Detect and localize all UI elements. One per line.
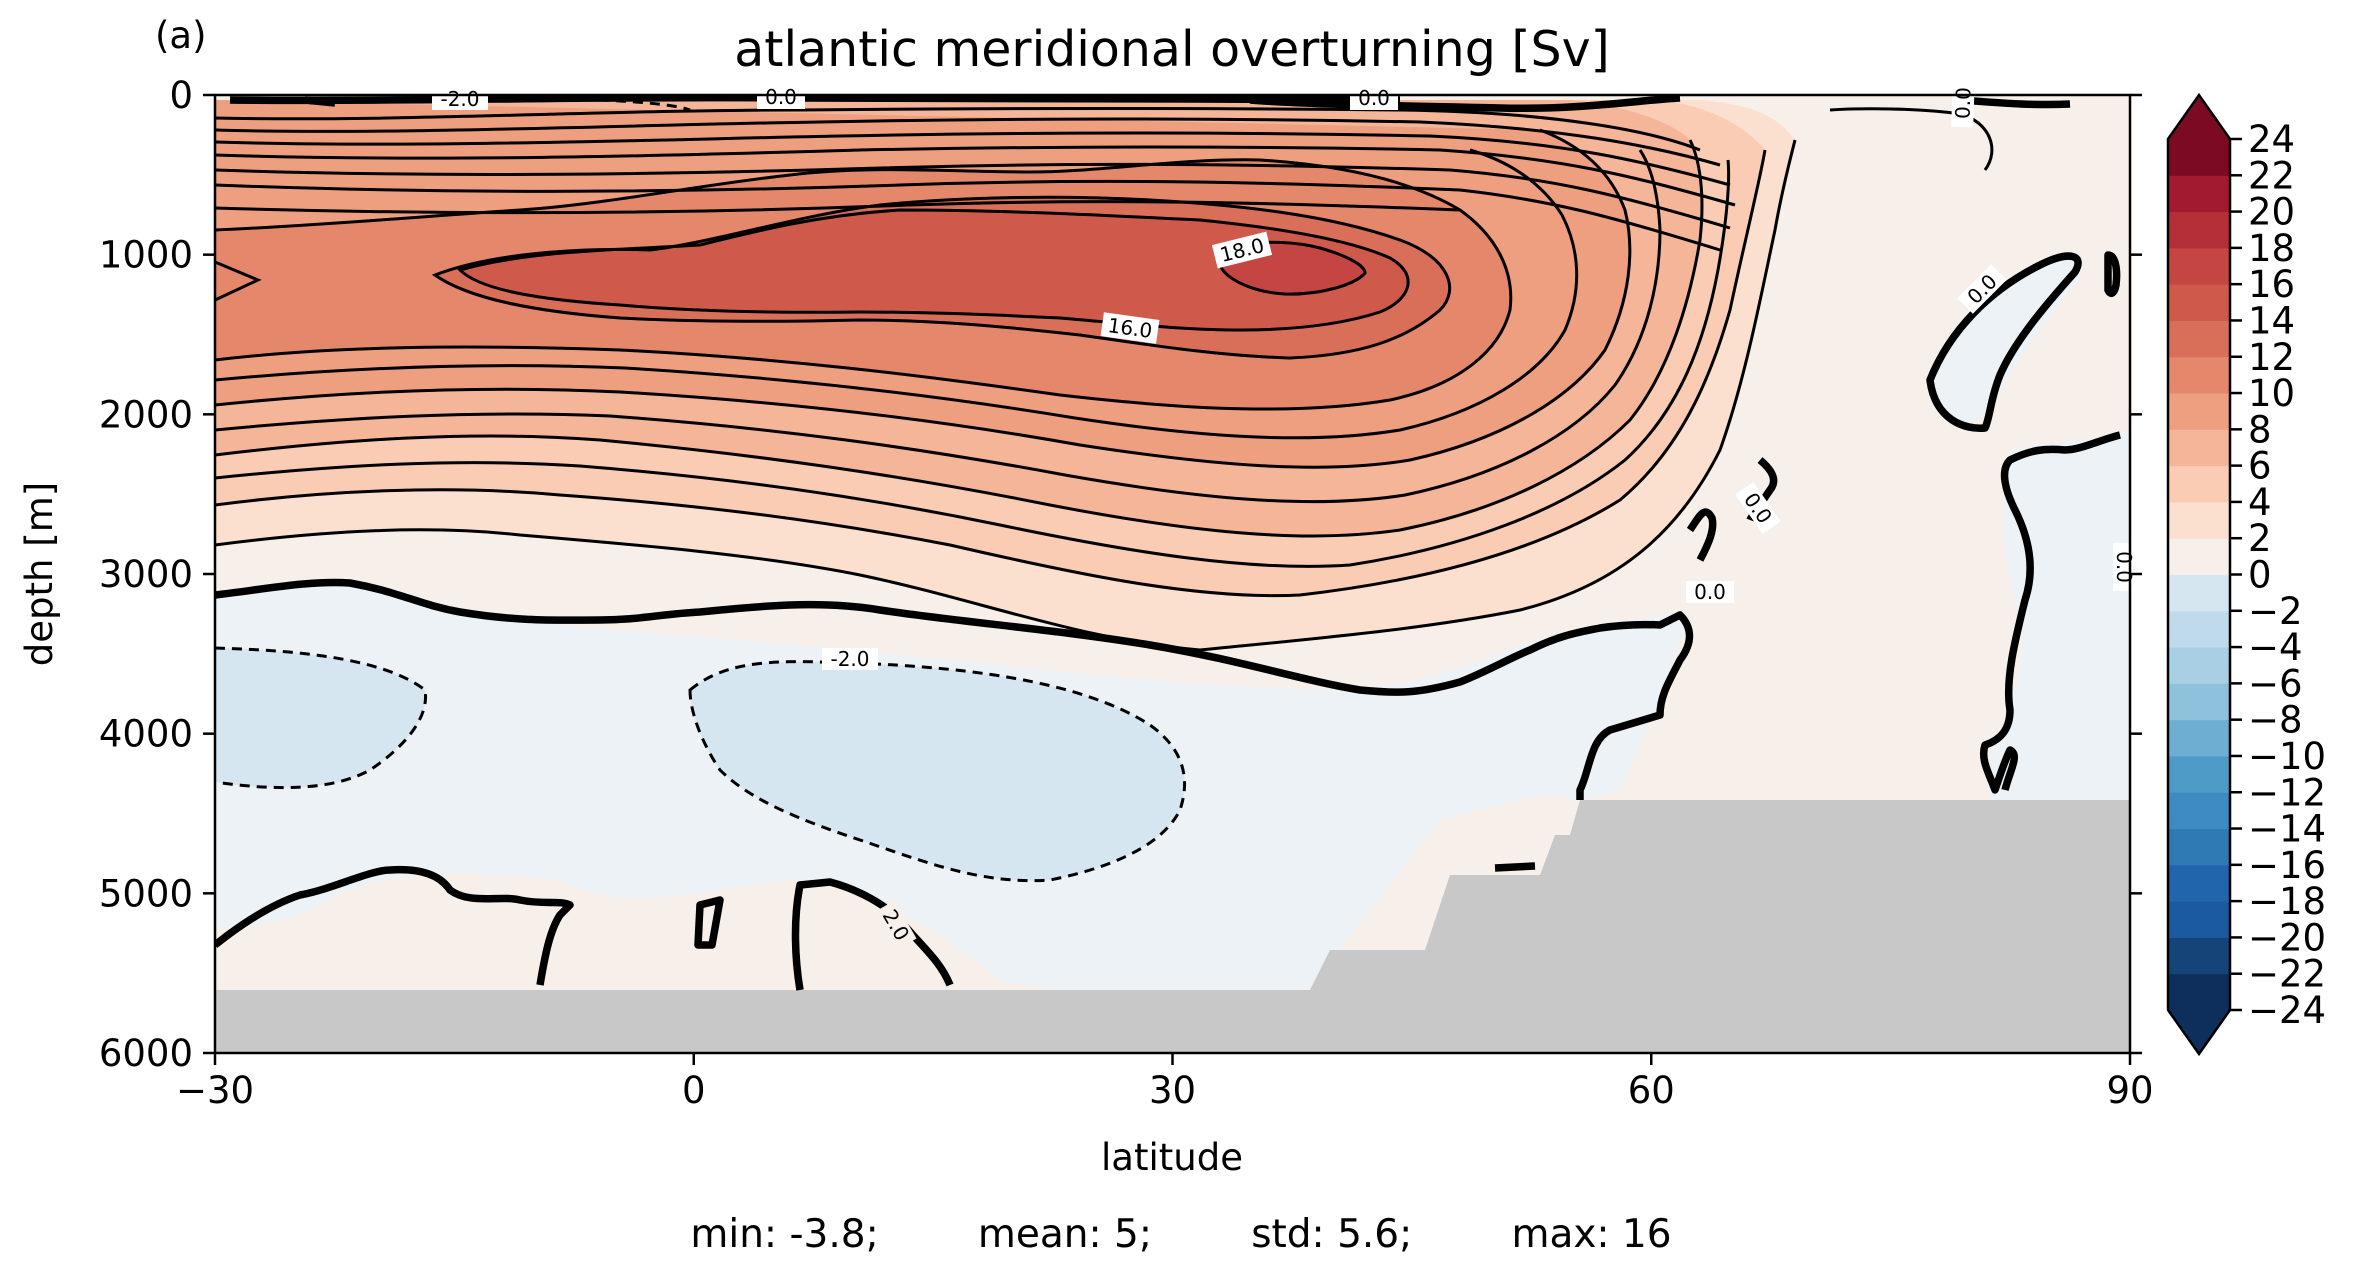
x-tick-label: −30 [176,1069,254,1112]
fill-band-16 [460,210,1409,330]
chart-title: atlantic meridional overturning [Sv] [734,21,1609,78]
colorbar-tick-label: 8 [2248,408,2272,451]
y-tick-label: 4000 [99,713,193,756]
colorbar-tick-label: 2 [2248,517,2272,560]
svg-text:-2.0: -2.0 [830,647,869,671]
y-tick-label: 3000 [99,553,193,596]
x-axis: −30 0 30 60 90 [176,1053,2154,1112]
stat-std: std: 5.6; [1251,1212,1413,1257]
svg-text:-2.0: -2.0 [440,87,479,111]
contour-label: -2.0 [822,647,878,671]
colorbar-level [2168,864,2230,902]
svg-text:0.0: 0.0 [1358,86,1390,110]
contour-label: 0.0 [1950,78,1976,128]
y-tick-label: 2000 [99,393,193,436]
colorbar-level [2168,647,2230,684]
y-axis: 0 1000 2000 3000 4000 5000 6000 [99,74,2142,1075]
colorbar: −24−22−20−18−16−14−12−10−8−6−4−202468101… [2166,92,2326,1057]
colorbar-level [2168,901,2230,938]
colorbar-tick-label: 14 [2248,299,2295,342]
y-tick-label: 1000 [99,234,193,277]
colorbar-level [2168,574,2230,612]
colorbar-level [2168,828,2230,866]
colorbar-level [2168,429,2230,467]
contour-label: 0.0 [1686,580,1734,604]
colorbar-level [2168,683,2230,721]
colorbar-level [2168,610,2230,648]
colorbar-level [2168,139,2230,176]
x-tick-label: 90 [2106,1069,2153,1112]
fill-region-subpolar-negative [1925,257,2084,423]
colorbar-level [2168,175,2230,213]
panel-label: (a) [155,14,207,57]
colorbar-level [2168,393,2230,430]
colorbar-tick-label: −10 [2248,735,2326,778]
colorbar-level [2168,284,2230,321]
colorbar-tick-label: 0 [2248,554,2272,597]
svg-text:0.0: 0.0 [765,85,797,109]
colorbar-level [2168,973,2230,1011]
contour-label: 0.0 [757,85,805,109]
colorbar-level [2168,755,2230,793]
colorbar-level [2168,792,2230,830]
svg-text:0.0: 0.0 [1950,87,1975,120]
colorbar-tick-label: 6 [2248,445,2272,488]
svg-text:0.0: 0.0 [2112,551,2136,583]
stat-max: max: 16 [1511,1212,1672,1257]
colorbar-level [2168,356,2230,394]
fill-region-minus2-west [215,648,426,788]
colorbar-level [2168,501,2230,539]
colorbar-level [2168,211,2230,249]
colorbar-tick-label: 20 [2248,191,2295,234]
colorbar-tick-label: 24 [2248,118,2295,161]
contour-lines-thin [215,107,1994,652]
y-tick-label: 0 [169,74,193,117]
stat-min: min: -3.8; [690,1212,879,1257]
colorbar-extend-max [2168,95,2230,139]
colorbar-tick-label: 22 [2248,154,2295,197]
contour-label: 0.0 [1350,86,1398,110]
stat-mean: mean: 5; [977,1212,1152,1257]
x-tick-label: 0 [682,1069,706,1112]
contour-label: -2.0 [432,87,488,111]
colorbar-tick-label: −2 [2248,590,2303,633]
colorbar-tick-label: −14 [2248,808,2326,851]
colorbar-tick-label: −22 [2248,953,2326,996]
land-mask [215,800,2130,1053]
colorbar-tick-label: 18 [2248,227,2295,270]
x-axis-label: latitude [1101,1136,1243,1179]
svg-text:0.0: 0.0 [1694,580,1726,604]
colorbar-tick-label: −12 [2248,771,2326,814]
colorbar-tick-label: −16 [2248,844,2326,887]
colorbar-level [2168,320,2230,358]
colorbar-tick-label: −6 [2248,662,2303,705]
fill-region-minus2-central [690,661,1185,881]
colorbar-tick-label: 12 [2248,336,2295,379]
colorbar-level [2168,538,2230,575]
contour-label: 0.0 [2112,543,2136,591]
colorbar-level [2168,247,2230,285]
stats-line: min: -3.8; mean: 5; std: 5.6; max: 16 [0,1212,2362,1257]
colorbar-level [2168,465,2230,503]
colorbar-tick-label: 10 [2248,372,2295,415]
colorbar-tick-label: −18 [2248,880,2326,923]
colorbar-tick-label: 4 [2248,481,2272,524]
y-tick-label: 5000 [99,872,193,915]
colorbar-level [2168,937,2230,975]
colorbar-tick-label: −8 [2248,699,2303,742]
x-tick-label: 30 [1149,1069,1196,1112]
colorbar-tick-label: −20 [2248,916,2326,959]
colorbar-tick-label: −4 [2248,626,2303,669]
y-tick-label: 6000 [99,1032,193,1075]
contour-field [215,95,2130,1053]
colorbar-tick-label: 16 [2248,263,2295,306]
colorbar-level [2168,719,2230,757]
x-tick-label: 60 [1628,1069,1675,1112]
y-axis-label: depth [m] [18,482,61,666]
colorbar-extend-min [2168,1010,2230,1054]
colorbar-tick-label: −24 [2248,989,2326,1032]
